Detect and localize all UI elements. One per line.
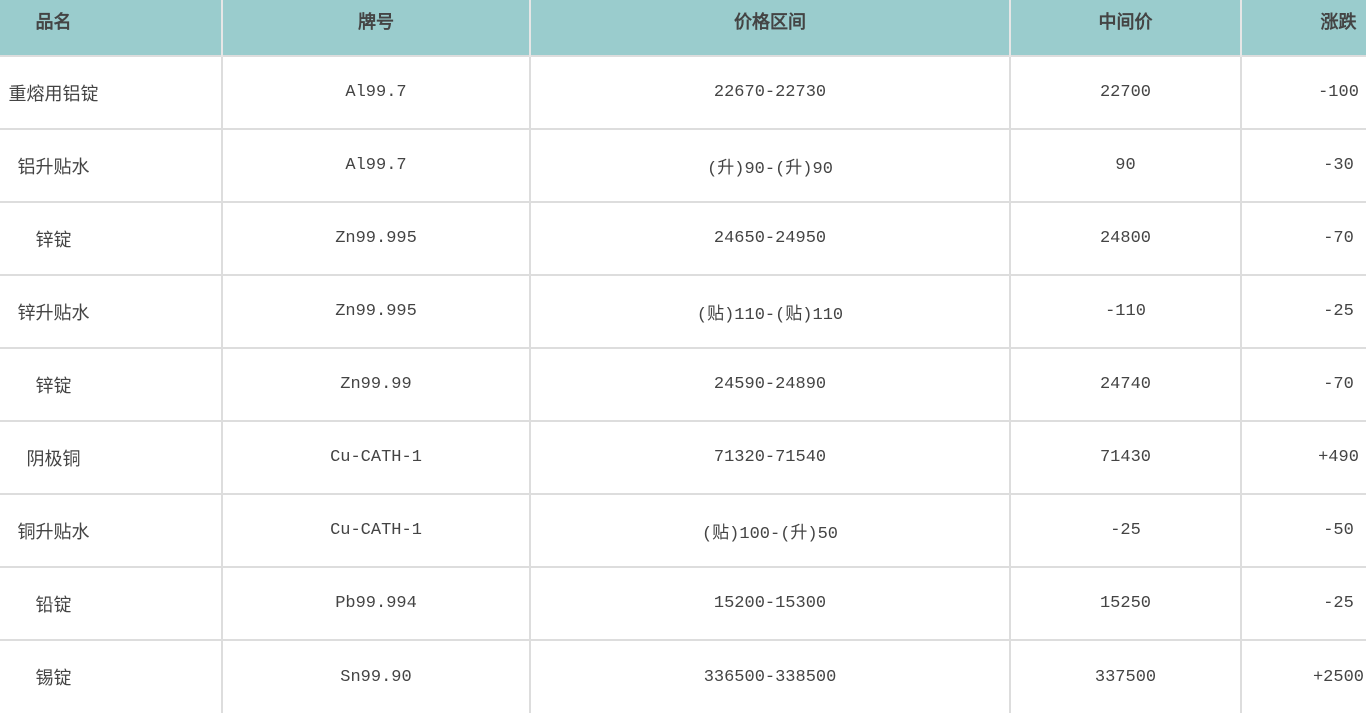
cell-mid: 22700 <box>1010 55 1242 129</box>
table-header-row: 品名 牌号 价格区间 中间价 涨跌 <box>0 0 1366 56</box>
cell-range: (贴)110-(贴)110 <box>530 274 1011 348</box>
table-row: 锡锭 Sn99.90 336500-338500 337500 +2500 <box>0 639 1366 713</box>
table-row: 锌锭 Zn99.995 24650-24950 24800 -70 <box>0 201 1366 275</box>
cell-mid: 15250 <box>1010 566 1242 640</box>
cell-change: -25 <box>1241 566 1366 640</box>
cell-range: 24590-24890 <box>530 347 1011 421</box>
cell-range: 71320-71540 <box>530 420 1011 494</box>
cell-mid: 71430 <box>1010 420 1242 494</box>
cell-change: -100 <box>1241 55 1366 129</box>
table-row: 锌锭 Zn99.99 24590-24890 24740 -70 <box>0 347 1366 421</box>
header-grade: 牌号 <box>222 0 531 56</box>
cell-grade: Cu-CATH-1 <box>222 420 531 494</box>
header-name: 品名 <box>0 0 223 56</box>
cell-range: (升)90-(升)90 <box>530 128 1011 202</box>
header-change: 涨跌 <box>1241 0 1366 56</box>
cell-name: 重熔用铝锭 <box>0 55 223 129</box>
cell-range: 24650-24950 <box>530 201 1011 275</box>
cell-grade: Pb99.994 <box>222 566 531 640</box>
table-row: 铝升贴水 Al99.7 (升)90-(升)90 90 -30 <box>0 128 1366 202</box>
header-mid: 中间价 <box>1010 0 1242 56</box>
cell-grade: Zn99.995 <box>222 274 531 348</box>
cell-name: 铅锭 <box>0 566 223 640</box>
cell-name: 锌锭 <box>0 201 223 275</box>
cell-mid: 90 <box>1010 128 1242 202</box>
cell-change: -70 <box>1241 347 1366 421</box>
cell-name: 铜升贴水 <box>0 493 223 567</box>
cell-grade: Sn99.90 <box>222 639 531 713</box>
cell-range: 22670-22730 <box>530 55 1011 129</box>
cell-grade: Al99.7 <box>222 128 531 202</box>
cell-change: -25 <box>1241 274 1366 348</box>
table-row: 阴极铜 Cu-CATH-1 71320-71540 71430 +490 <box>0 420 1366 494</box>
cell-range: (贴)100-(升)50 <box>530 493 1011 567</box>
table-row: 重熔用铝锭 Al99.7 22670-22730 22700 -100 <box>0 55 1366 129</box>
cell-name: 铝升贴水 <box>0 128 223 202</box>
cell-mid: -25 <box>1010 493 1242 567</box>
cell-change: -70 <box>1241 201 1366 275</box>
table-row: 铜升贴水 Cu-CATH-1 (贴)100-(升)50 -25 -50 <box>0 493 1366 567</box>
table-row: 锌升贴水 Zn99.995 (贴)110-(贴)110 -110 -25 <box>0 274 1366 348</box>
cell-mid: 24740 <box>1010 347 1242 421</box>
cell-name: 锌升贴水 <box>0 274 223 348</box>
cell-grade: Al99.7 <box>222 55 531 129</box>
table-row: 铅锭 Pb99.994 15200-15300 15250 -25 <box>0 566 1366 640</box>
cell-range: 336500-338500 <box>530 639 1011 713</box>
cell-change: +490 <box>1241 420 1366 494</box>
cell-mid: 337500 <box>1010 639 1242 713</box>
cell-change: -30 <box>1241 128 1366 202</box>
cell-grade: Zn99.99 <box>222 347 531 421</box>
cell-change: +2500 <box>1241 639 1366 713</box>
cell-mid: -110 <box>1010 274 1242 348</box>
cell-range: 15200-15300 <box>530 566 1011 640</box>
cell-mid: 24800 <box>1010 201 1242 275</box>
cell-name: 锡锭 <box>0 639 223 713</box>
header-range: 价格区间 <box>530 0 1011 56</box>
cell-grade: Zn99.995 <box>222 201 531 275</box>
cell-name: 阴极铜 <box>0 420 223 494</box>
cell-change: -50 <box>1241 493 1366 567</box>
cell-grade: Cu-CATH-1 <box>222 493 531 567</box>
cell-name: 锌锭 <box>0 347 223 421</box>
